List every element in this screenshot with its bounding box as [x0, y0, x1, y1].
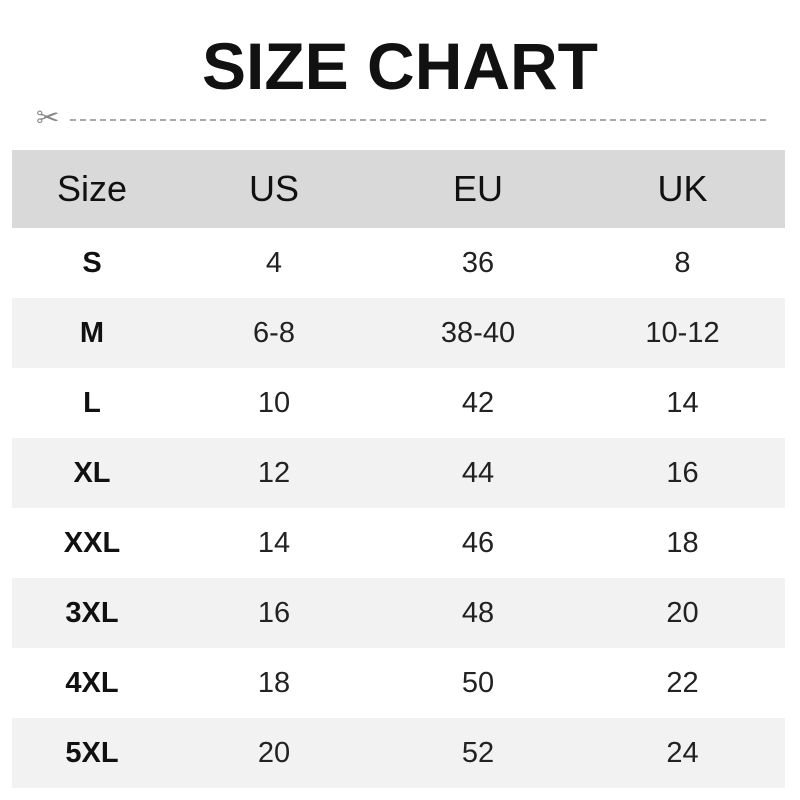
cell-uk: 10-12	[580, 298, 785, 368]
cell-uk: 20	[580, 578, 785, 648]
table-row: 4XL 18 50 22	[12, 648, 785, 718]
cell-us: 20	[172, 718, 376, 788]
cell-us: 10	[257, 386, 291, 419]
cell-eu: 36	[461, 246, 495, 279]
cell-us: 16	[172, 578, 376, 648]
header-row: Size US EU UK	[12, 150, 785, 228]
table-row: 5XL 20 52 24	[12, 718, 785, 788]
cell-eu: 48	[376, 578, 580, 648]
header-uk: UK	[580, 150, 785, 228]
page-title: SIZE CHART	[202, 29, 598, 103]
table-row: S 4 36 8	[12, 228, 785, 298]
cell-size: XL	[12, 438, 172, 508]
cell-us: 4	[265, 246, 283, 279]
cell-size: XXL	[63, 526, 121, 559]
scissors-icon: ✂	[36, 102, 60, 133]
cell-size: S	[82, 246, 102, 279]
cell-size: M	[12, 298, 172, 368]
cell-uk: 18	[666, 526, 699, 559]
cut-line: ✂	[36, 104, 766, 132]
cell-uk: 24	[580, 718, 785, 788]
cell-uk: 22	[666, 666, 699, 699]
cell-us: 14	[257, 526, 291, 559]
cell-size: 4XL	[65, 666, 119, 699]
header-size: Size	[12, 150, 172, 228]
cell-uk: 14	[666, 386, 699, 419]
cell-eu: 42	[461, 386, 495, 419]
header-us: US	[172, 150, 376, 228]
table-row: XXL 14 46 18	[12, 508, 785, 578]
table-row: 3XL 16 48 20	[12, 578, 785, 648]
size-table: Size US EU UK S 4 36 8 M 6-8 38-40 10-12 L 10 42 14…	[12, 150, 785, 788]
cell-uk: 8	[674, 246, 691, 279]
header-eu: EU	[376, 150, 580, 228]
dashed-divider	[70, 119, 766, 121]
cell-eu: 50	[461, 666, 495, 699]
cell-size: L	[83, 386, 101, 419]
table-row: XL 12 44 16	[12, 438, 785, 508]
cell-us: 6-8	[172, 298, 376, 368]
cell-us: 12	[172, 438, 376, 508]
table-row: M 6-8 38-40 10-12	[12, 298, 785, 368]
cell-size: 5XL	[12, 718, 172, 788]
cell-us: 18	[257, 666, 291, 699]
cell-eu: 46	[461, 526, 495, 559]
table-row: L 10 42 14	[12, 368, 785, 438]
cell-eu: 52	[376, 718, 580, 788]
cell-size: 3XL	[12, 578, 172, 648]
cell-uk: 16	[580, 438, 785, 508]
cell-eu: 38-40	[376, 298, 580, 368]
cell-eu: 44	[376, 438, 580, 508]
